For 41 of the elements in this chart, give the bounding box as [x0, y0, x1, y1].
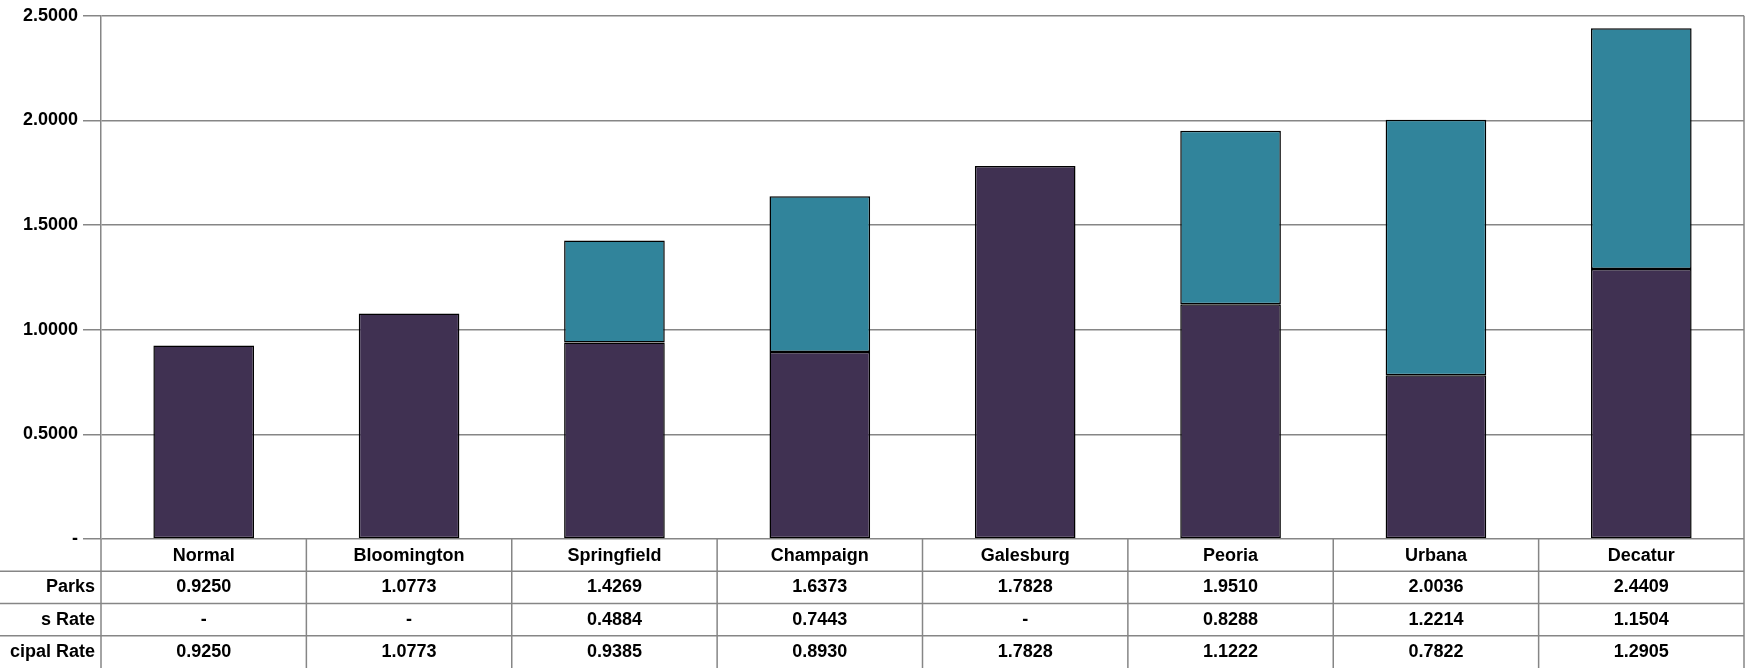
y-tick-label: 0.5000: [22, 423, 78, 444]
text: s Rate: [40, 608, 95, 629]
total-label: 1.0773: [381, 576, 437, 597]
y-tick-label: 1.5000: [22, 214, 78, 235]
data-label: 0.8288: [1203, 608, 1259, 629]
text: -: [406, 608, 413, 629]
x-tick-label: Decatur: [1607, 544, 1675, 565]
x-tick-label: Champaign: [770, 544, 869, 565]
total-label: 1.7828: [997, 576, 1053, 597]
x-tick-label: Urbana: [1404, 544, 1468, 565]
data-label: 1.2214: [1408, 608, 1464, 629]
data-label: 0.7443: [792, 608, 848, 629]
text: -: [200, 608, 207, 629]
total-label: 2.0036: [1408, 576, 1464, 597]
text: Parks: [45, 576, 95, 597]
data-label: 1.0773: [381, 640, 437, 661]
data-label: 1.1504: [1613, 608, 1669, 629]
total-label: 1.9510: [1203, 576, 1259, 597]
x-tick-label: Galesburg: [980, 544, 1070, 565]
y-tick-label: 1.0000: [22, 318, 78, 339]
x-tick-label: Peoria: [1203, 544, 1260, 565]
x-tick-label: Springfield: [567, 544, 662, 565]
data-label: 0.8930: [792, 640, 848, 661]
total-label: 0.9250: [176, 576, 232, 597]
data-label: 1.7828: [997, 640, 1053, 661]
y-tick-label: 2.5000: [22, 4, 78, 25]
text: -: [1022, 608, 1029, 629]
data-label: 0.9385: [586, 640, 642, 661]
data-label: 1.1222: [1203, 640, 1259, 661]
data-label: 0.7822: [1408, 640, 1464, 661]
data-label: 0.4884: [586, 608, 642, 629]
total-label: 1.6373: [792, 576, 848, 597]
total-label: 2.4409: [1613, 576, 1669, 597]
x-tick-label: Normal: [172, 544, 235, 565]
y-tick-label: -: [72, 527, 78, 548]
data-label: 1.2905: [1613, 640, 1669, 661]
data-label: 0.9250: [176, 640, 232, 661]
total-label: 1.4269: [586, 576, 642, 597]
text: cipal Rate: [9, 640, 95, 661]
y-tick-label: 2.0000: [22, 109, 78, 130]
x-tick-label: Bloomington: [353, 544, 465, 565]
